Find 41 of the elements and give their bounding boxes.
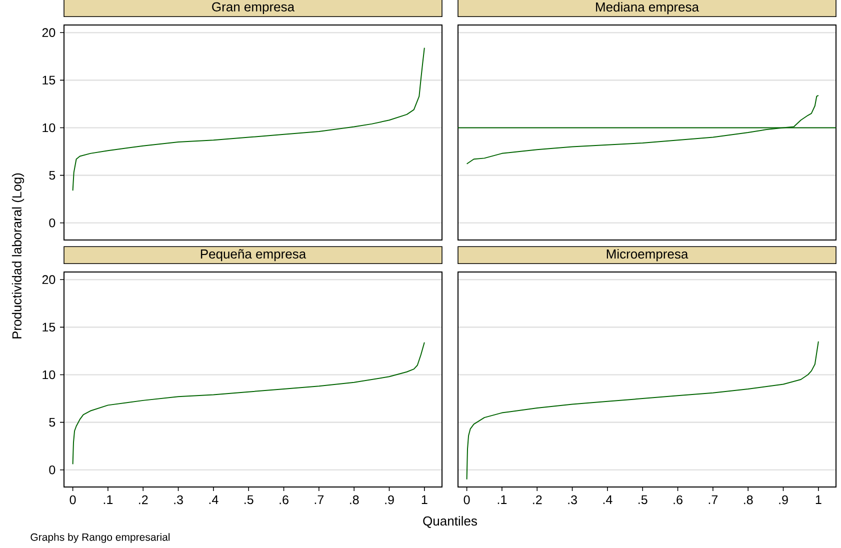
y-axis-title: Productividad laboraral (Log) bbox=[12, 173, 24, 338]
x-tick-label: .3 bbox=[174, 495, 183, 504]
x-tick-label: .8 bbox=[350, 495, 359, 504]
x-tick-label: .4 bbox=[603, 495, 612, 504]
y-tick-label: 20 bbox=[42, 275, 56, 284]
x-tick-label: .9 bbox=[385, 495, 394, 504]
x-tick-label: .5 bbox=[244, 495, 254, 504]
x-tick-label: .2 bbox=[533, 495, 542, 504]
y-tick-label: 5 bbox=[49, 170, 56, 180]
text: Graphs by Rango empresarial bbox=[30, 533, 170, 543]
y-tick-label: 10 bbox=[42, 370, 56, 380]
line-series bbox=[72, 47, 425, 192]
x-tick-label: .7 bbox=[708, 495, 718, 504]
chart-title: Pequeña empresa bbox=[200, 249, 306, 262]
x-tick-label: 1 bbox=[816, 495, 822, 504]
y-tick-label: 5 bbox=[49, 418, 56, 427]
chart-title: Gran empresa bbox=[212, 2, 295, 14]
x-tick-label: 0 bbox=[464, 495, 470, 504]
x-tick-label: 1 bbox=[422, 495, 428, 504]
x-tick-label: .3 bbox=[568, 495, 577, 504]
y-tick-label: 20 bbox=[42, 28, 56, 38]
x-axis-title: Quantiles bbox=[423, 516, 477, 528]
x-tick-label: .6 bbox=[674, 495, 682, 504]
x-tick-label: .9 bbox=[779, 495, 788, 504]
x-tick-label: .6 bbox=[280, 495, 288, 504]
x-tick-label: .8 bbox=[744, 495, 753, 504]
y-tick-label: 10 bbox=[42, 123, 56, 132]
chart-title: Mediana empresa bbox=[596, 2, 700, 14]
y-tick-label: 0 bbox=[49, 218, 56, 228]
x-tick-label: .7 bbox=[314, 495, 324, 504]
y-tick-label: 15 bbox=[42, 76, 56, 85]
y-tick-label: 0 bbox=[49, 465, 56, 474]
line-series bbox=[72, 342, 425, 465]
x-tick-label: .2 bbox=[139, 495, 148, 504]
x-tick-label: .4 bbox=[209, 495, 218, 504]
y-tick-label: 15 bbox=[42, 322, 56, 332]
chart-title: Microempresa bbox=[606, 249, 688, 262]
x-tick-label: 0 bbox=[70, 495, 76, 504]
x-tick-label: .5 bbox=[638, 495, 648, 504]
x-tick-label: .1 bbox=[498, 495, 507, 504]
x-tick-label: .1 bbox=[104, 495, 113, 504]
